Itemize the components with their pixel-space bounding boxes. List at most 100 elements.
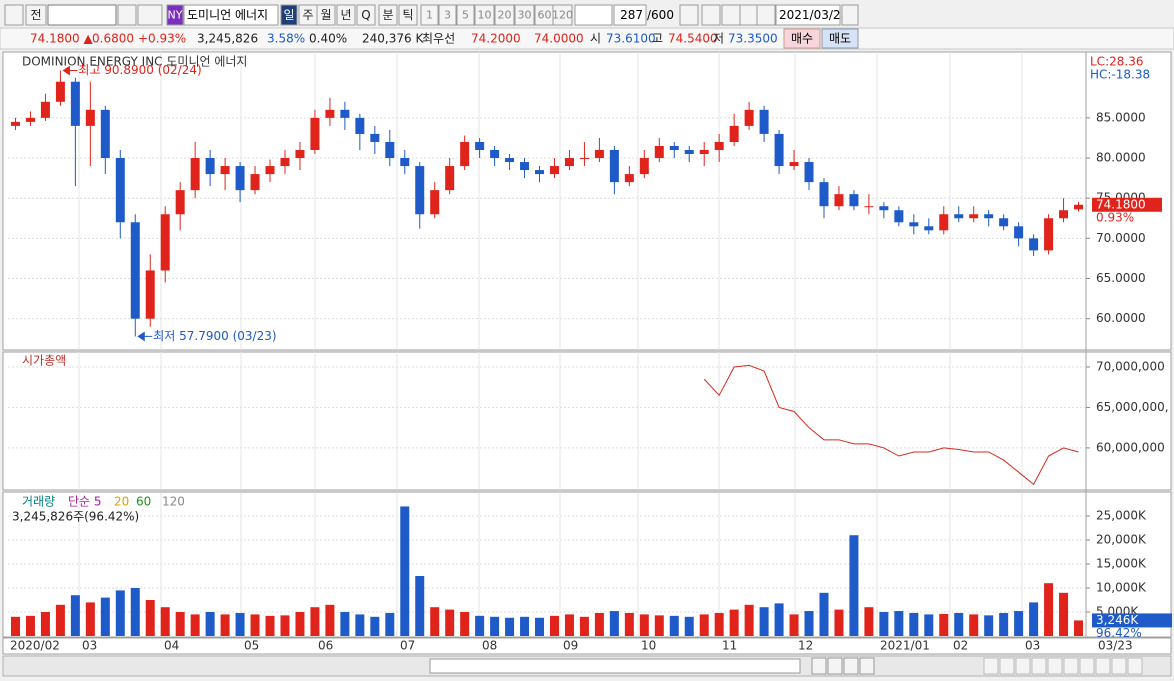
info-best-label: 최우선 — [422, 32, 455, 46]
buy-label[interactable]: 매수 — [791, 32, 813, 46]
candle-body — [430, 190, 440, 215]
volume-bar — [265, 615, 275, 636]
volume-bar — [160, 607, 170, 636]
button-label[interactable]: 1 — [426, 9, 433, 22]
button-label[interactable]: 분 — [382, 8, 393, 22]
volume-bar — [789, 614, 799, 636]
candle-body — [505, 158, 515, 163]
button-label[interactable]: 30 — [518, 9, 532, 22]
date-box[interactable] — [775, 4, 841, 26]
button-label[interactable]: 5 — [462, 9, 469, 22]
button[interactable] — [356, 4, 376, 26]
volume-bar — [984, 615, 994, 636]
candle-body — [879, 206, 889, 211]
button[interactable] — [166, 4, 184, 26]
button[interactable] — [841, 4, 859, 26]
candle-body — [699, 149, 709, 155]
button[interactable] — [4, 4, 24, 26]
button-label[interactable]: 120 — [552, 9, 573, 22]
volume-bar — [654, 615, 664, 636]
zoom-button[interactable] — [1063, 657, 1079, 675]
button-label[interactable]: 월 — [320, 8, 331, 22]
candle-body — [55, 81, 65, 102]
volume-bar — [220, 614, 230, 636]
volume-bar — [1014, 611, 1024, 636]
zoom-button[interactable] — [1111, 657, 1127, 675]
button[interactable] — [25, 4, 47, 26]
y-tick-label: 25,000K — [1096, 509, 1147, 523]
button[interactable] — [316, 4, 336, 26]
legend-entry: 단순 5 — [68, 495, 102, 509]
button[interactable] — [420, 4, 439, 26]
last-change: 0.93% — [1096, 210, 1134, 224]
button[interactable] — [378, 4, 398, 26]
nav-button[interactable] — [811, 657, 827, 675]
zoom-button[interactable] — [1031, 657, 1047, 675]
button[interactable] — [137, 4, 163, 26]
button[interactable] — [456, 4, 475, 26]
button[interactable] — [514, 4, 535, 26]
candle-body — [969, 214, 979, 219]
button[interactable] — [438, 4, 457, 26]
last-price: 74.1800 — [1096, 197, 1146, 211]
button[interactable] — [679, 4, 699, 26]
button[interactable] — [398, 4, 418, 26]
button[interactable] — [474, 4, 495, 26]
zoom-button[interactable] — [1095, 657, 1111, 675]
nav-button[interactable] — [827, 657, 843, 675]
code-input[interactable] — [47, 4, 117, 26]
zoom-button[interactable] — [1127, 657, 1143, 675]
button[interactable] — [494, 4, 515, 26]
button-label[interactable]: 전 — [30, 8, 41, 22]
y-tick-label: 85.0000 — [1096, 110, 1146, 124]
candle-body — [639, 158, 649, 175]
volume-bar — [130, 588, 140, 636]
button[interactable] — [721, 4, 741, 26]
zoom-button[interactable] — [999, 657, 1015, 675]
button[interactable] — [701, 4, 721, 26]
candle-body — [310, 117, 320, 150]
button-label[interactable]: 주 — [302, 8, 313, 22]
button[interactable] — [336, 4, 356, 26]
button[interactable] — [756, 4, 776, 26]
count-box[interactable] — [613, 4, 647, 26]
button[interactable] — [739, 4, 759, 26]
candle-body — [939, 214, 949, 231]
button-label[interactable]: 틱 — [402, 8, 413, 22]
button-label[interactable]: 60 — [538, 9, 552, 22]
zoom-button[interactable] — [1079, 657, 1095, 675]
zoom-button[interactable] — [1047, 657, 1063, 675]
button[interactable] — [117, 4, 137, 26]
candle-body — [250, 174, 260, 191]
button-label[interactable]: 일 — [283, 8, 294, 22]
candle-body — [475, 141, 485, 150]
button-label[interactable]: 3 — [444, 9, 451, 22]
annotation-arrow — [62, 65, 78, 76]
button[interactable] — [280, 4, 298, 26]
info-change-pct: +0.93% — [138, 32, 186, 46]
button-label[interactable]: 20 — [498, 9, 512, 22]
button-label[interactable]: 10 — [478, 9, 492, 22]
sell-button[interactable] — [821, 28, 859, 49]
volume-bar — [804, 611, 814, 636]
button-label[interactable]: Q — [361, 8, 370, 22]
button-label[interactable]: NY — [168, 9, 183, 22]
sell-label[interactable]: 매도 — [829, 32, 851, 46]
price-panel — [2, 51, 1172, 351]
candle-body — [220, 166, 230, 175]
button-label[interactable]: 년 — [340, 8, 351, 22]
nav-button[interactable] — [843, 657, 859, 675]
y-tick-label: 65.0000 — [1096, 271, 1146, 285]
volume-bar — [535, 617, 545, 636]
volume-bar — [190, 614, 200, 636]
zoom-button[interactable] — [1015, 657, 1031, 675]
zoom-button[interactable] — [983, 657, 999, 675]
nav-button[interactable] — [859, 657, 875, 675]
candle-body — [729, 125, 739, 142]
name-box — [183, 4, 279, 26]
candle-body — [460, 141, 470, 167]
candle-body — [864, 206, 874, 208]
buy-button[interactable] — [783, 28, 821, 49]
button[interactable] — [552, 4, 573, 26]
scroll-thumb[interactable] — [429, 658, 801, 674]
